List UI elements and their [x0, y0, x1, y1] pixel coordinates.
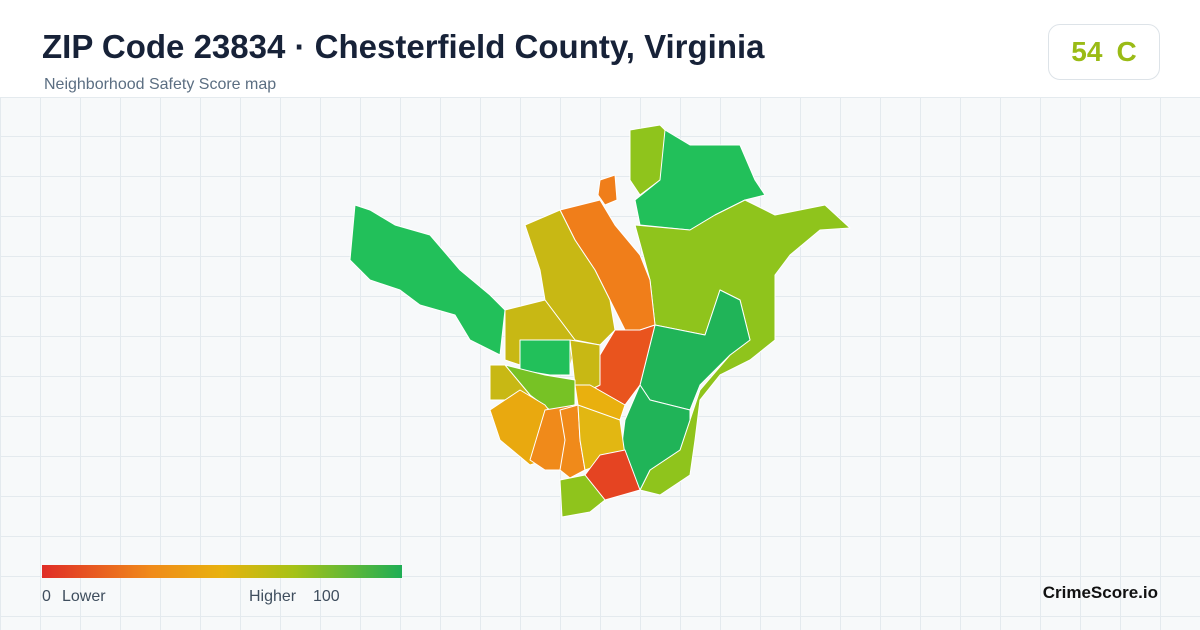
legend-gradient [42, 565, 402, 578]
header: ZIP Code 23834 · Chesterfield County, Vi… [0, 0, 1200, 98]
legend-min: 0 [42, 588, 51, 605]
region [524, 209, 616, 346]
subtitle: Neighborhood Safety Score map [44, 76, 277, 93]
score-badge: 54 C [1048, 24, 1160, 80]
legend-min-label: Lower [62, 588, 106, 605]
legend-max: 100 [313, 588, 340, 605]
grade: C [1116, 36, 1137, 67]
region [519, 339, 571, 376]
title: ZIP Code 23834 · Chesterfield County, Vi… [42, 28, 765, 65]
region [349, 204, 506, 356]
brand: CrimeScore.io [1042, 583, 1158, 602]
region [559, 474, 606, 518]
region [597, 174, 618, 206]
region [584, 449, 641, 501]
score: 54 [1071, 36, 1103, 67]
legend-max-label: Higher [249, 588, 297, 605]
